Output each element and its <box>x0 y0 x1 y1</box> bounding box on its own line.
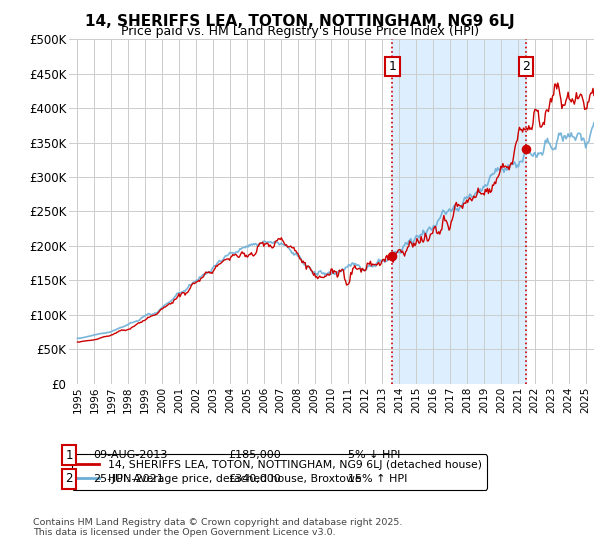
Text: Price paid vs. HM Land Registry's House Price Index (HPI): Price paid vs. HM Land Registry's House … <box>121 25 479 38</box>
Text: 14, SHERIFFS LEA, TOTON, NOTTINGHAM, NG9 6LJ: 14, SHERIFFS LEA, TOTON, NOTTINGHAM, NG9… <box>85 14 515 29</box>
Text: 09-AUG-2013: 09-AUG-2013 <box>93 450 167 460</box>
Text: 2: 2 <box>523 60 530 73</box>
Text: £185,000: £185,000 <box>228 450 281 460</box>
Text: 15% ↑ HPI: 15% ↑ HPI <box>348 474 407 484</box>
Text: 1: 1 <box>65 449 73 462</box>
Legend: 14, SHERIFFS LEA, TOTON, NOTTINGHAM, NG9 6LJ (detached house), HPI: Average pric: 14, SHERIFFS LEA, TOTON, NOTTINGHAM, NG9… <box>72 455 487 489</box>
Bar <box>392 39 526 384</box>
Point <box>388 251 397 260</box>
Text: Contains HM Land Registry data © Crown copyright and database right 2025.
This d: Contains HM Land Registry data © Crown c… <box>33 518 403 538</box>
Text: 5% ↓ HPI: 5% ↓ HPI <box>348 450 400 460</box>
Text: £340,000: £340,000 <box>228 474 281 484</box>
Text: 1: 1 <box>389 60 397 73</box>
Point <box>521 145 531 154</box>
Text: 25-JUN-2021: 25-JUN-2021 <box>93 474 164 484</box>
Text: 2: 2 <box>65 472 73 486</box>
